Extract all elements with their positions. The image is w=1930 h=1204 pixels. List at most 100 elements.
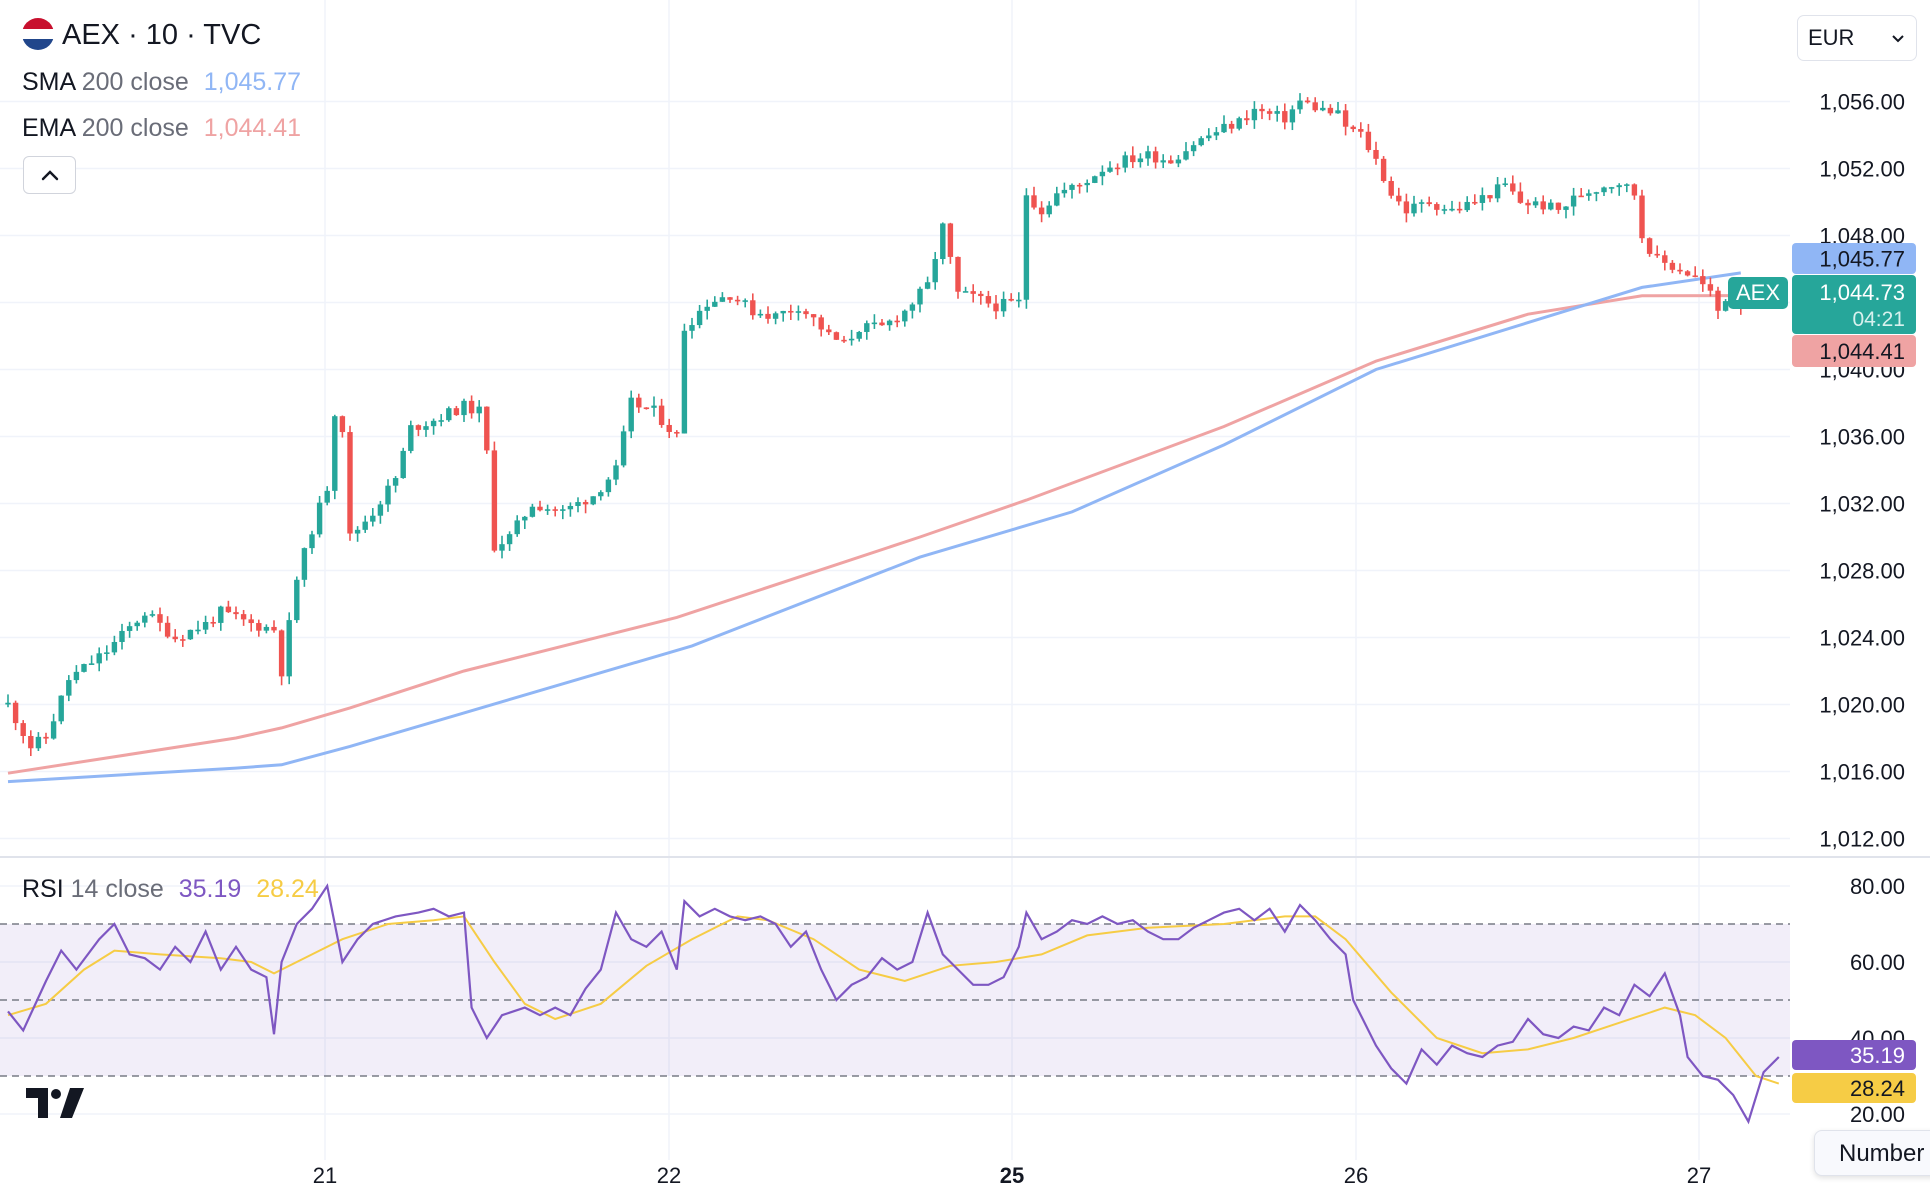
candle (1669, 260, 1676, 274)
candle-body (316, 502, 323, 535)
candle-body (1426, 202, 1432, 205)
candle (1578, 188, 1584, 198)
candle-body (1472, 201, 1478, 204)
candle-body (1213, 132, 1220, 136)
candle-body (1327, 107, 1334, 114)
candle (1236, 116, 1242, 131)
candle (1563, 206, 1569, 219)
candle (788, 304, 794, 320)
candle (1092, 175, 1098, 184)
candle (506, 531, 513, 551)
candle (879, 319, 885, 326)
candle (332, 414, 338, 500)
candle-body (1418, 202, 1425, 204)
candle-body (484, 406, 490, 451)
candle-body (947, 223, 954, 257)
candle (947, 222, 954, 264)
candle-body (1046, 205, 1052, 215)
price-scale[interactable]: 1,056.001,052.001,048.001,044.001,040.00… (1819, 90, 1905, 852)
candle (1031, 186, 1037, 210)
candle-body (1722, 301, 1729, 311)
ema-tag-bg (1792, 335, 1916, 367)
candle (750, 293, 756, 320)
candle-body (1244, 118, 1250, 121)
sma-name: SMA (22, 68, 75, 96)
candle-body (430, 420, 437, 427)
candle (476, 400, 482, 423)
currency-select[interactable]: EUR (1797, 15, 1917, 61)
candle (491, 441, 498, 553)
collapse-legend-button[interactable] (23, 156, 76, 194)
candle-body (233, 612, 239, 615)
candle (1525, 199, 1531, 215)
candle-body (620, 431, 627, 466)
candle-body (1137, 158, 1144, 163)
candle-body (1456, 208, 1463, 211)
tradingview-logo-icon[interactable] (26, 1088, 86, 1118)
candle (651, 396, 657, 417)
candle (1639, 189, 1645, 244)
candle-body (43, 736, 49, 739)
candle-body (514, 520, 520, 535)
candle (157, 607, 163, 632)
candle-body (248, 619, 254, 624)
candle-body (1502, 183, 1508, 186)
candle-body (1054, 193, 1060, 206)
candle-body (1145, 151, 1151, 159)
candle-body (605, 479, 612, 493)
candle-body (1099, 171, 1106, 177)
candle (1114, 163, 1121, 176)
candle (1023, 188, 1030, 309)
candle-body (1464, 201, 1470, 211)
candle (43, 732, 49, 744)
candle (1434, 202, 1440, 216)
candle (636, 393, 642, 413)
symbol-legend[interactable]: AEX · 10 · TVC (22, 18, 261, 52)
candle-body (1487, 195, 1493, 199)
candle-body (142, 615, 148, 623)
candle-body (552, 509, 558, 511)
candle-body (886, 320, 893, 326)
candle (1274, 105, 1280, 122)
candle (1456, 201, 1463, 214)
sma-legend[interactable]: SMA 200 close 1,045.77 (22, 68, 301, 97)
candle-body (575, 502, 581, 506)
candle-body (727, 297, 733, 300)
candle (712, 296, 718, 307)
candle (978, 290, 984, 305)
rsi-levels (0, 923, 1790, 1077)
candle (142, 612, 148, 628)
candle (5, 694, 11, 708)
candle-body (1084, 182, 1090, 186)
rsi-legend[interactable]: RSI 14 close 35.19 28.24 (22, 875, 319, 904)
candle-body (1350, 126, 1356, 130)
candle-body (1190, 145, 1197, 152)
price-label: 1,036.00 (1819, 425, 1905, 450)
symbol-title: AEX · 10 · TVC (62, 19, 262, 51)
candle-body (940, 223, 946, 260)
ema-legend[interactable]: EMA 200 close 1,044.41 (22, 114, 301, 143)
candle (468, 395, 475, 419)
candle-body (598, 492, 604, 497)
candle-body (666, 424, 672, 432)
candle (316, 495, 323, 538)
candle (126, 621, 133, 638)
candle-body (1076, 184, 1083, 187)
candle-body (1175, 159, 1182, 164)
candle (1601, 186, 1607, 196)
candle (1358, 122, 1364, 138)
candle (377, 500, 384, 524)
candle-body (522, 516, 528, 521)
price-label: 1,016.00 (1819, 760, 1905, 785)
price-label: 1,056.00 (1819, 90, 1905, 115)
candle-body (172, 636, 178, 640)
candle-body (1031, 195, 1037, 208)
symbol-tag-bg (1728, 277, 1788, 309)
candle-body (88, 663, 95, 665)
candle (180, 634, 186, 647)
candle (1342, 104, 1349, 136)
time-scale[interactable]: 21 22 25 26 27 (313, 1163, 1711, 1188)
candle-body (1449, 208, 1455, 211)
candle-body (1669, 262, 1676, 270)
